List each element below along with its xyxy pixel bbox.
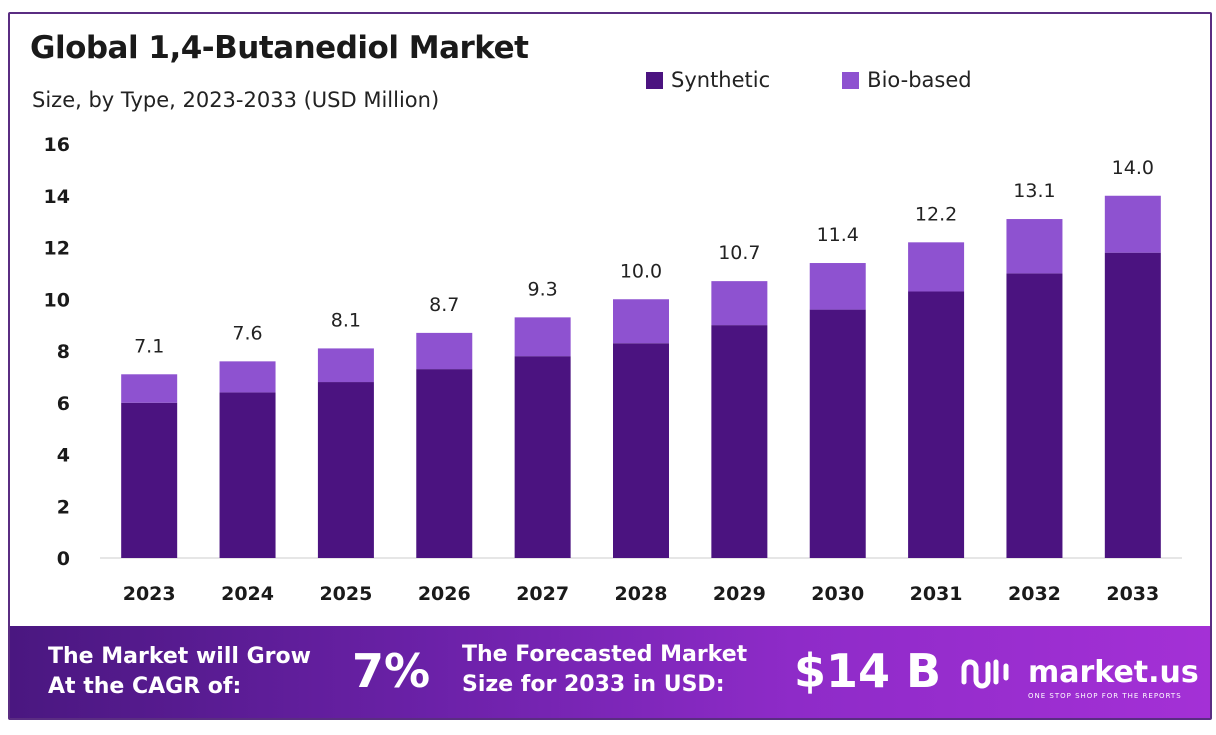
- bar-bio-based-2032: [1006, 219, 1063, 274]
- forecast-caption-line2: Size for 2033 in USD:: [462, 672, 725, 697]
- x-tick-label-2028: 2028: [615, 583, 668, 605]
- x-tick-label-2027: 2027: [516, 583, 569, 605]
- x-tick-label-2033: 2033: [1106, 583, 1159, 605]
- forecast-value: $14 B: [794, 644, 942, 698]
- bar-total-label-2031: 12.2: [915, 203, 957, 225]
- y-tick-label: 4: [57, 445, 70, 467]
- bar-total-label-2026: 8.7: [429, 294, 459, 316]
- legend-swatch-bio-based: [842, 71, 860, 89]
- bar-bio-based-2023: [121, 374, 178, 403]
- bar-synthetic-2030: [809, 309, 866, 558]
- y-tick-label: 2: [57, 496, 70, 518]
- bar-bio-based-2027: [514, 317, 571, 357]
- bar-total-label-2033: 14.0: [1112, 157, 1154, 179]
- bar-synthetic-2032: [1006, 273, 1063, 558]
- x-tick-label-2032: 2032: [1008, 583, 1061, 605]
- x-tick-label-2030: 2030: [811, 583, 864, 605]
- bar-total-label-2032: 13.1: [1013, 180, 1055, 202]
- bar-synthetic-2029: [711, 325, 768, 558]
- bar-total-label-2025: 8.1: [331, 309, 361, 331]
- bar-total-label-2024: 7.6: [232, 322, 262, 344]
- bar-bio-based-2026: [416, 332, 473, 370]
- x-tick-label-2024: 2024: [221, 583, 274, 605]
- bar-synthetic-2027: [514, 356, 571, 558]
- y-tick-label: 14: [44, 186, 70, 208]
- bar-total-label-2030: 11.4: [817, 224, 859, 246]
- cagr-caption-line1: The Market will Grow: [48, 644, 311, 669]
- y-tick-label: 8: [57, 341, 70, 363]
- cagr-caption-line2: At the CAGR of:: [48, 674, 242, 699]
- x-tick-label-2031: 2031: [910, 583, 963, 605]
- legend-item-synthetic: Synthetic: [646, 68, 770, 92]
- brand-logo: market.us ONE STOP SHOP FOR THE REPORTS: [960, 652, 1199, 700]
- brand-tagline: ONE STOP SHOP FOR THE REPORTS: [1028, 692, 1182, 700]
- chart-subtitle: Size, by Type, 2023-2033 (USD Million): [32, 88, 440, 112]
- y-tick-label: 10: [44, 289, 70, 311]
- summary-banner: The Market will Grow At the CAGR of: 7% …: [10, 626, 1210, 718]
- chart-title: Global 1,4-Butanediol Market: [30, 30, 529, 66]
- brand-name: market.us: [1028, 654, 1199, 690]
- bar-chart: 0 2 4 6 8 10 12 14 16 7.1 2023 7.6 2024 8.1 2025 8.7 202…: [44, 134, 1182, 605]
- y-tick-label: 12: [44, 238, 70, 260]
- bar-synthetic-2028: [613, 343, 669, 558]
- y-tick-label: 6: [57, 393, 70, 415]
- cagr-value: 7%: [352, 644, 431, 698]
- bar-synthetic-2024: [219, 392, 276, 558]
- bar-synthetic-2033: [1104, 252, 1161, 559]
- forecast-caption-line1: The Forecasted Market: [462, 642, 748, 667]
- bar-total-label-2027: 9.3: [528, 278, 558, 300]
- x-tick-label-2025: 2025: [319, 583, 372, 605]
- legend: Synthetic Bio-based: [646, 68, 972, 92]
- x-tick-label-2023: 2023: [123, 583, 176, 605]
- y-tick-label: 0: [57, 548, 70, 570]
- bar-bio-based-2029: [711, 281, 768, 326]
- bar-synthetic-2025: [317, 382, 374, 558]
- legend-item-bio-based: Bio-based: [842, 68, 972, 92]
- bar-bio-based-2024: [219, 361, 276, 393]
- bar-total-label-2028: 10.0: [620, 260, 662, 282]
- bar-total-label-2029: 10.7: [718, 242, 760, 264]
- legend-label-bio-based: Bio-based: [867, 68, 972, 92]
- bar-synthetic-2026: [416, 369, 473, 558]
- legend-label-synthetic: Synthetic: [671, 68, 771, 92]
- market-us-logo-icon: [961, 659, 1009, 689]
- legend-swatch-synthetic: [646, 71, 663, 89]
- bar-synthetic-2023: [121, 402, 178, 558]
- x-tick-label-2026: 2026: [418, 583, 471, 605]
- bar-bio-based-2030: [809, 263, 866, 310]
- chart-frame: Global 1,4-Butanediol Market Size, by Ty…: [8, 12, 1212, 720]
- y-tick-label: 16: [44, 134, 70, 156]
- bar-bio-based-2025: [317, 348, 374, 383]
- bar-synthetic-2031: [908, 291, 965, 558]
- bar-bio-based-2031: [908, 242, 965, 292]
- bar-bio-based-2033: [1104, 195, 1161, 253]
- x-tick-label-2029: 2029: [713, 583, 766, 605]
- forecast-caption: The Forecasted Market Size for 2033 in U…: [462, 640, 747, 700]
- bar-bio-based-2028: [613, 299, 669, 344]
- bar-total-label-2023: 7.1: [134, 335, 164, 357]
- cagr-caption: The Market will Grow At the CAGR of:: [48, 642, 311, 702]
